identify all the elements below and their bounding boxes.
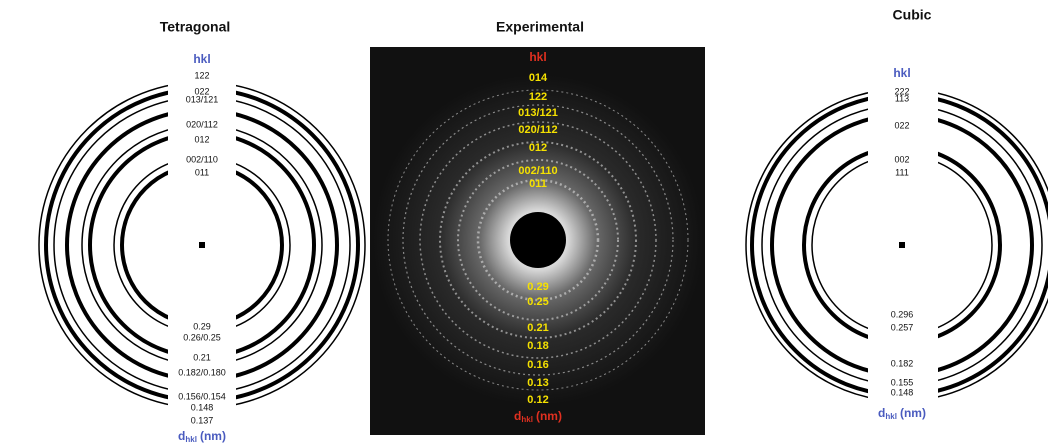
hkl-label: 013/121 <box>518 107 558 119</box>
d-label: 0.156/0.154 <box>178 391 226 401</box>
panel-title: Experimental <box>496 19 584 35</box>
hkl-label: 002/110 <box>518 165 557 177</box>
d-label: 0.13 <box>527 377 548 389</box>
d-symbol: d <box>514 409 521 423</box>
d-subscript: hkl <box>521 415 533 424</box>
d-header: dhkl(nm) <box>878 406 926 421</box>
hkl-label: 012 <box>194 134 209 144</box>
hkl-label: 022 <box>894 120 909 130</box>
d-symbol: d <box>878 406 885 420</box>
hkl-label: 113 <box>895 93 909 103</box>
d-label: 0.182/0.180 <box>178 367 226 377</box>
hkl-header: hkl <box>893 66 910 80</box>
d-label: 0.155 <box>891 377 914 387</box>
hkl-label: 122 <box>529 91 547 103</box>
d-label: 0.296 <box>891 309 914 319</box>
hkl-label: 013/121 <box>186 94 219 104</box>
d-label: 0.29 <box>193 321 211 331</box>
d-subscript: hkl <box>185 435 197 444</box>
d-header: dhkl(nm) <box>514 409 562 424</box>
d-unit: (nm) <box>536 409 562 423</box>
hkl-label: 002 <box>894 154 909 164</box>
hkl-label: 012 <box>529 142 547 154</box>
hkl-label: 111 <box>895 167 909 177</box>
d-unit: (nm) <box>200 429 226 443</box>
hkl-label: 011 <box>195 167 209 177</box>
hkl-header: hkl <box>193 52 210 66</box>
d-label: 0.137 <box>191 415 214 425</box>
hkl-label: 014 <box>529 72 548 84</box>
hkl-label: 122 <box>194 70 209 80</box>
center-dot <box>899 242 905 248</box>
d-label: 0.16 <box>527 359 548 371</box>
hkl-label: 002/110 <box>186 154 218 164</box>
d-label: 0.29 <box>527 281 548 293</box>
d-subscript: hkl <box>885 412 897 421</box>
d-label: 0.21 <box>527 322 548 334</box>
figure: Tetragonal hkl 122 022 013/121 020/112 012 002/… <box>0 0 1048 447</box>
d-unit: (nm) <box>900 406 926 420</box>
hkl-label: 020/112 <box>186 119 218 129</box>
panel-title: Cubic <box>893 7 932 23</box>
beam-stop <box>510 212 566 268</box>
d-label: 0.21 <box>193 352 211 362</box>
d-symbol: d <box>178 429 185 443</box>
panel-title: Tetragonal <box>160 19 231 35</box>
d-label: 0.182 <box>891 358 914 368</box>
d-label: 0.257 <box>891 322 914 332</box>
hkl-header: hkl <box>529 50 546 64</box>
d-header: dhkl(nm) <box>178 429 226 444</box>
d-label: 0.26/0.25 <box>183 332 221 342</box>
d-label: 0.18 <box>527 340 548 352</box>
center-dot <box>199 242 205 248</box>
d-label: 0.12 <box>527 394 548 406</box>
hkl-label: 011 <box>529 178 547 190</box>
hkl-label: 020/112 <box>518 124 557 136</box>
d-label: 0.25 <box>527 296 548 308</box>
d-label: 0.148 <box>191 402 214 412</box>
d-label: 0.148 <box>891 387 914 397</box>
